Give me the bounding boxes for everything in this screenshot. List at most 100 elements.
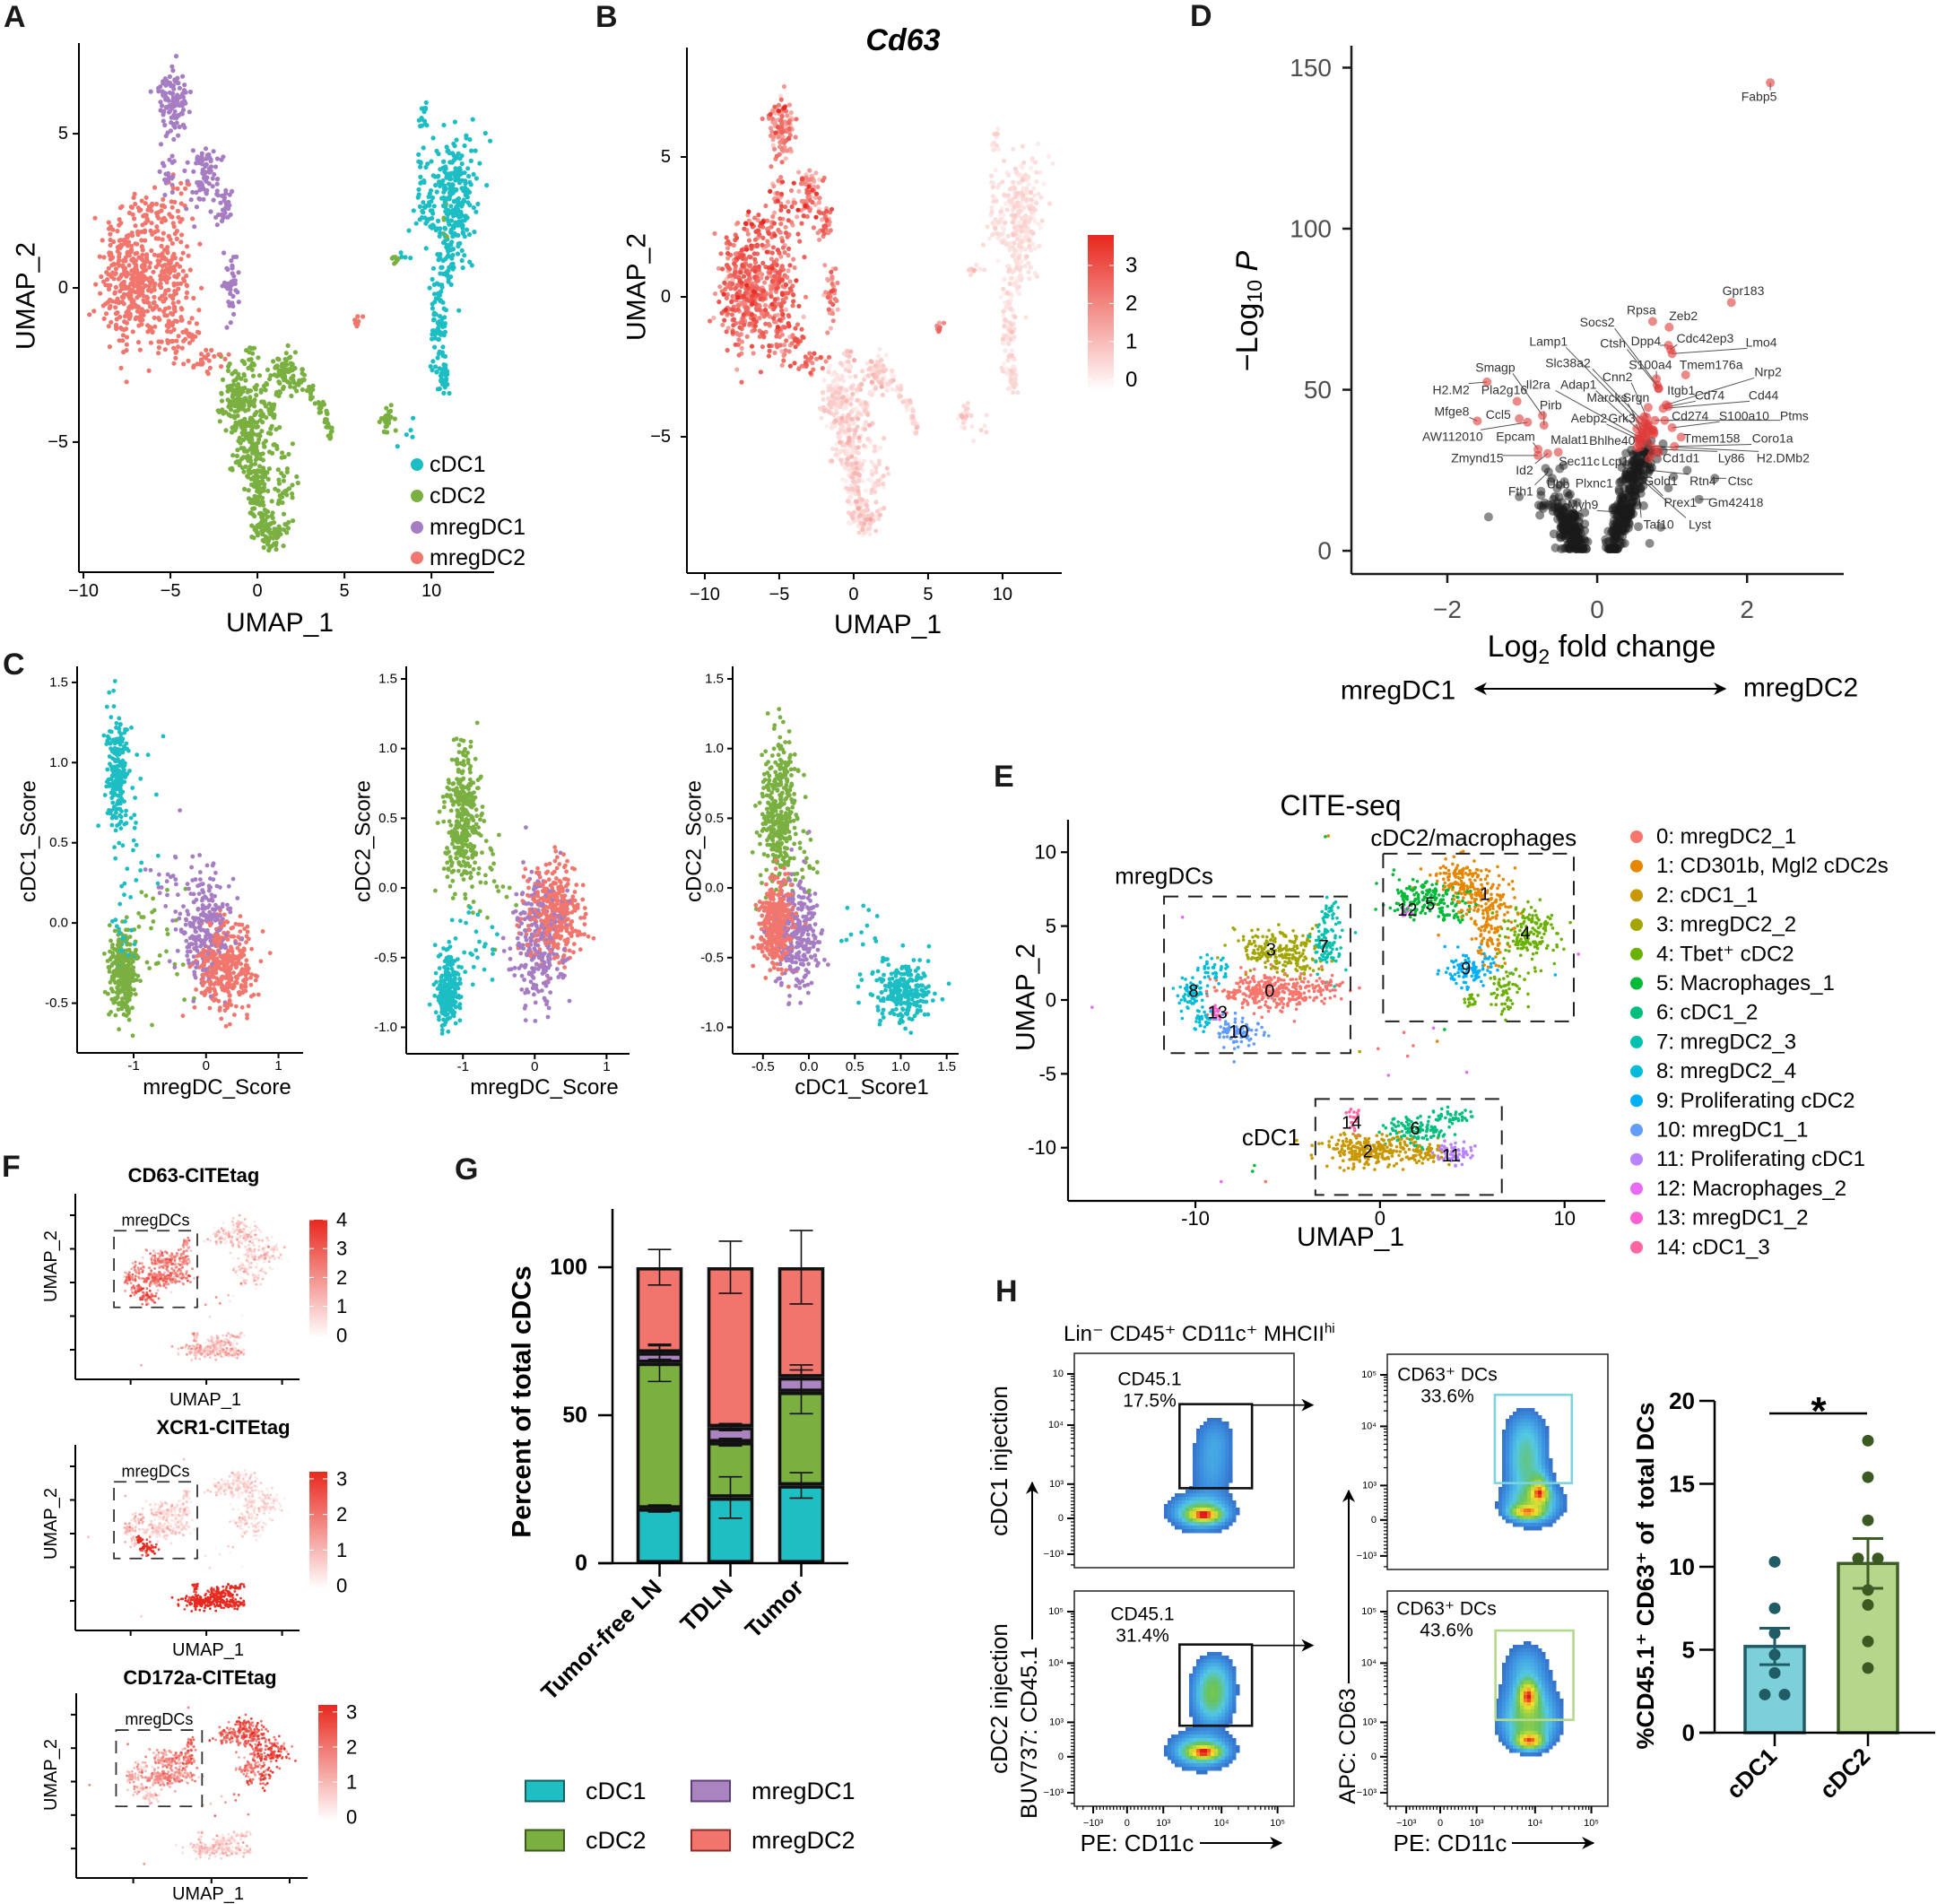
cell-point-cDC2: [116, 1007, 121, 1012]
cell-expression-point: [989, 204, 995, 211]
cell-point-mregDC1: [157, 169, 162, 174]
cell-point-mregDC2: [120, 258, 126, 264]
cell-point-cDC1: [126, 952, 131, 958]
cell-point-cDC1: [122, 881, 127, 886]
cell-point-mregDC2: [192, 1004, 197, 1010]
cell-expression-point: [744, 334, 750, 339]
cell-expression-point: [1007, 281, 1012, 287]
cell-point-cDC1: [398, 250, 404, 256]
cell-expression-point: [853, 456, 858, 462]
cell-point-cDC1: [119, 809, 124, 813]
cell-point-cDC1: [459, 257, 465, 264]
cell-expression-point: [1003, 317, 1008, 322]
x-tick-label: 10: [421, 581, 441, 601]
cell-point-mregDC1: [179, 93, 185, 99]
cell-point-cDC1: [434, 226, 440, 231]
cell-expression-point: [1009, 352, 1014, 358]
cell-point-mregDC2: [184, 290, 190, 295]
cell-point-cDC1: [105, 767, 110, 772]
cell-point-mregDC2: [159, 339, 164, 344]
cell-expression-point: [771, 221, 777, 226]
cell-expression-point: [1026, 269, 1031, 274]
cell-point-cDC1: [441, 159, 447, 164]
cell-expression-point: [777, 216, 783, 222]
cell-point-cDC2: [234, 459, 240, 465]
cell-point-mregDC1: [177, 85, 182, 91]
cell-point-cDC2: [254, 393, 259, 398]
cell-expression-point: [1000, 341, 1005, 346]
cell-point-mregDC2: [114, 317, 119, 322]
cell-expression-point: [805, 189, 811, 195]
cell-expression-point: [846, 359, 851, 364]
cell-point-mregDC2: [196, 308, 202, 313]
cell-expression-point: [914, 425, 919, 430]
cell-expression-point: [755, 228, 760, 233]
cell-expression-point: [838, 449, 843, 455]
cell-point-mregDC2: [99, 274, 104, 280]
cell-expression-point: [873, 500, 879, 505]
cell-point-cDC1: [395, 444, 400, 449]
cell-expression-point: [982, 423, 987, 429]
cell-point-cDC2: [118, 969, 123, 974]
cell-point-cDC2: [281, 478, 286, 483]
cell-expression-point: [845, 456, 850, 462]
cell-point-cDC2: [248, 458, 254, 464]
cell-expression-point: [1017, 291, 1022, 297]
cell-point-cDC2: [266, 406, 272, 412]
cell-point-mregDC2: [149, 289, 154, 294]
cell-point-cDC2: [141, 915, 146, 920]
cell-point-cDC2: [259, 429, 265, 434]
cell-point-cDC2: [240, 455, 247, 460]
cell-point-cDC1: [427, 285, 432, 291]
cell-point-cDC2: [257, 502, 263, 508]
cell-point-cDC1: [465, 215, 470, 221]
cell-point-mregDC1: [204, 191, 209, 196]
cell-point-mregDC2: [173, 355, 178, 361]
cell-expression-point: [725, 239, 731, 244]
cell-expression-point: [862, 427, 868, 432]
cell-point-cDC1: [431, 204, 437, 209]
cell-point-cDC1: [473, 209, 479, 214]
cell-point-cDC1: [115, 802, 119, 806]
cell-point-cDC1: [421, 200, 426, 205]
cell-point-cDC2: [290, 441, 295, 447]
cell-point-cDC1: [432, 332, 438, 337]
cell-expression-point: [768, 133, 774, 138]
cell-expression-point: [1001, 369, 1006, 374]
cell-expression-point: [778, 117, 784, 123]
cell-point-mregDC1: [168, 128, 173, 134]
cell-point-cDC2: [292, 366, 298, 371]
cell-point-cDC2: [123, 993, 128, 998]
cell-point-cDC1: [454, 172, 459, 178]
cell-expression-point: [773, 130, 778, 135]
cell-point-mregDC2: [161, 216, 166, 222]
cell-expression-point: [811, 225, 817, 230]
cell-expression-point: [763, 203, 769, 209]
cell-point-cDC1: [423, 246, 429, 251]
x-tick-label: −10: [68, 581, 99, 601]
cell-point-cDC2: [240, 426, 246, 431]
cell-point-cDC2: [298, 378, 304, 384]
cell-point-mregDC2: [190, 216, 195, 222]
cell-expression-point: [1012, 280, 1018, 286]
cell-expression-point: [852, 358, 857, 363]
cell-expression-point: [791, 256, 796, 262]
cell-point-cDC2: [222, 410, 229, 415]
cell-point-mregDC2: [129, 303, 135, 309]
cell-point-cDC2: [259, 481, 265, 486]
cell-expression-point: [1046, 153, 1051, 160]
cell-expression-point: [848, 364, 854, 369]
cell-point-mregDC2: [119, 300, 126, 305]
cell-point-cDC2: [277, 424, 282, 430]
cell-point-cDC2: [312, 401, 317, 406]
cell-point-mregDC2: [93, 282, 99, 287]
cell-point-cDC1: [416, 159, 421, 164]
cell-point-mregDC2: [162, 313, 168, 318]
cell-point-mregDC2: [194, 321, 199, 326]
cell-point-mregDC1: [166, 174, 171, 179]
cell-point-cDC2: [270, 535, 276, 541]
cell-point-mregDC1: [169, 153, 175, 159]
cell-expression-point: [960, 414, 965, 420]
cell-expression-point: [763, 308, 769, 313]
cell-expression-point: [779, 114, 785, 119]
